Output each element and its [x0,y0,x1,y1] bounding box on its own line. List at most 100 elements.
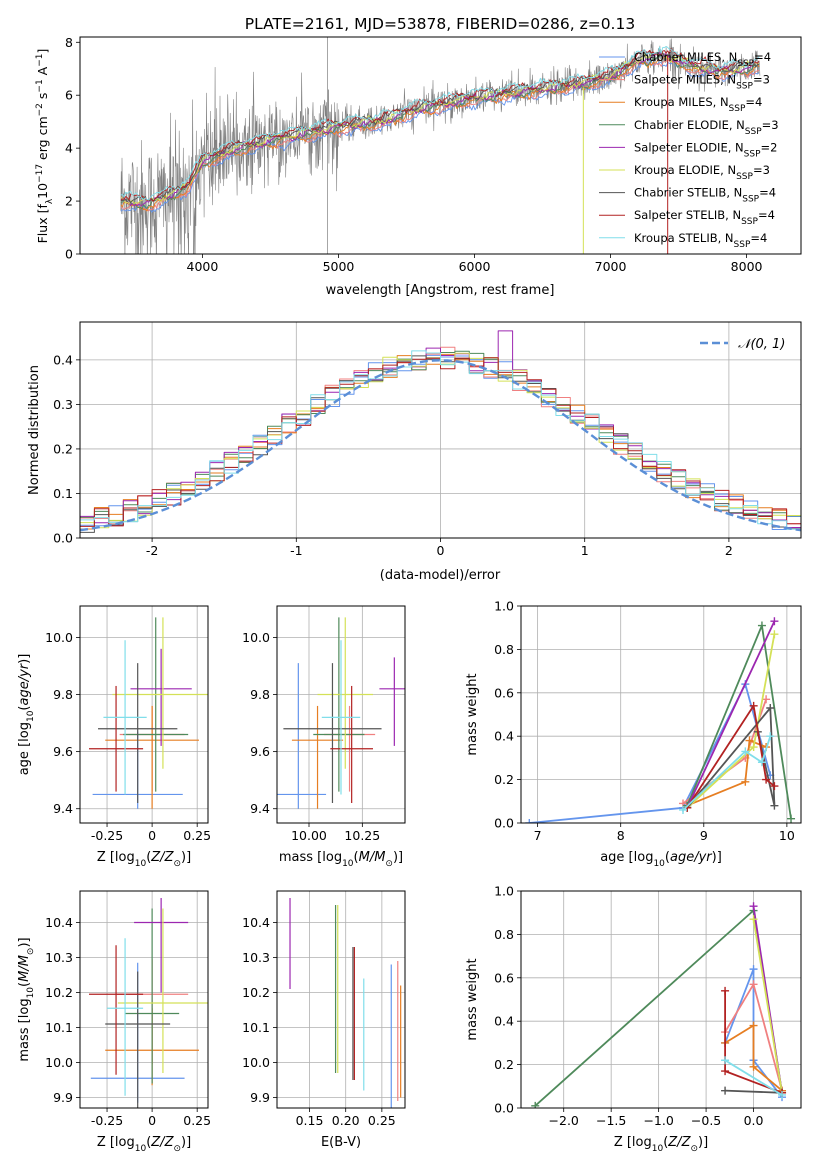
point-marker [749,1062,758,1071]
weight-line-kroupa_stelib [724,1059,783,1096]
y-tick-label: 0.4 [494,729,514,744]
point-marker [721,986,730,995]
point-marker [766,703,775,712]
y-tick-label: 10.4 [242,915,270,930]
point-marker [531,1101,540,1108]
point-marker [770,801,779,810]
y-tick-label: 0.8 [494,927,514,942]
y-tick-label: 6 [65,88,73,103]
axes-frame [520,890,802,1109]
point-marker [762,775,771,784]
y-tick-label: 0.2 [494,772,514,787]
x-tick-label: 0 [148,1113,156,1128]
y-tick-label: 0.0 [494,816,514,831]
axes-frame [520,605,802,824]
y-tick-label: 10.2 [45,985,73,1000]
legend-label: Salpeter ELODIE, NSSP=2 [634,140,777,159]
legend-label: Salpeter MILES, NSSP=3 [634,73,770,92]
y-tick-label: 1.0 [494,599,514,614]
x-tick-label: -1 [290,543,302,558]
histogram-kroupa_stelib [80,350,801,538]
panel-massweight_vs_age: 7 8 9 10 0.0 0.2 0.4 0.6 0.8 1.0 age [log10(age/yr… [465,599,802,869]
x-tick-label: 5000 [323,259,355,274]
weight-line-kroupa_stelib [682,735,772,811]
x-tick-label: 0 [437,543,445,558]
y-tick-label: 9.8 [53,687,73,702]
x-tick-label: 0.20 [332,1113,360,1128]
y-axis-label: mass weight [465,958,480,1040]
panel-massweight_vs_Z: −2.0 −1.5 −1.0 −0.5 0.0 0.0 0.2 0.4 0.6 0.8 1.0 Z [… [465,884,802,1154]
plot-area [120,37,761,254]
panel-age_vs_mass: 10.00 10.25 9.4 9.6 9.8 10.0 mass [log10(M/M⊙)… [242,605,406,869]
x-tick-label: −1.5 [596,1113,626,1128]
point-marker [770,617,779,626]
point-marker [525,819,534,823]
y-tick-label: 0.3 [53,397,73,412]
y-tick-label: 10.4 [45,915,73,930]
y-tick-label: 8 [65,35,73,50]
point-marker [749,743,758,752]
x-axis-label: mass [log10(M/M⊙)] [279,850,403,869]
point-marker [762,695,771,704]
axes-frame [276,605,406,824]
point-marker [749,1021,758,1030]
plot-area [277,891,405,1108]
x-tick-label: 0.25 [183,1113,211,1128]
point-marker [757,621,766,630]
panel-residuals: -2 -1 0 1 2 0.0 0.1 0.2 0.3 0.4 𝒩(0, 1) (data-model… [27,321,802,583]
axes-frame [276,890,406,1109]
point-marker [741,747,750,756]
point-marker [749,915,758,924]
plot-area [80,322,801,538]
point-marker [749,965,758,974]
y-tick-label: 0.4 [53,352,73,367]
normal-curve [80,359,801,532]
x-tick-label: 0.15 [296,1113,324,1128]
x-tick-label: 4000 [187,259,219,274]
x-tick-label: −1.0 [643,1113,673,1128]
y-tick-label: 10.1 [242,1020,270,1035]
point-marker [766,732,775,741]
x-tick-label: 6000 [459,259,491,274]
x-tick-label: 0 [148,828,156,843]
x-tick-label: 7000 [595,259,627,274]
weight-line-chabrier_miles [529,683,772,823]
y-tick-label: 9.4 [53,801,73,816]
y-tick-label: 9.6 [53,744,73,759]
y-tick-label: 9.9 [250,1090,270,1105]
y-tick-label: 0.1 [53,486,73,501]
legend-label: Chabrier STELIB, NSSP=4 [634,186,776,205]
x-tick-label: 10.00 [291,828,327,843]
x-axis-label: Z [log10(Z/Z⊙)] [97,850,191,869]
y-tick-label: 9.4 [250,801,270,816]
point-marker [749,701,758,710]
x-axis-label: Z [log10(Z/Z⊙)] [614,1135,708,1154]
point-marker [749,980,758,989]
legend-label: Salpeter STELIB, NSSP=4 [634,208,775,227]
model-spectrum-kroupa_stelib [120,45,760,201]
legend-label: Chabrier MILES, NSSP=4 [634,50,771,69]
y-tick-label: 0.8 [494,642,514,657]
x-tick-label: 8 [617,828,625,843]
panel-spectrum: 4000 5000 6000 7000 8000 0 2 4 6 8 Chabrier MILES,… [35,35,802,298]
weight-line-kroupa_elodie [752,919,783,1093]
y-axis-label: mass [log10(M/M⊙)] [17,937,36,1061]
y-tick-label: 9.9 [53,1090,73,1105]
axes-frame [79,890,209,1109]
x-tick-label: 0.25 [368,1113,396,1128]
plot-area [277,606,405,823]
point-marker [778,1090,787,1099]
model-spectrum-chabrier_stelib [120,50,760,203]
legend-label: Chabrier ELODIE, NSSP=3 [634,118,779,137]
point-marker [749,902,758,911]
x-axis-label: wavelength [Angstrom, rest frame] [326,283,555,298]
y-axis-label: mass weight [465,673,480,755]
point-marker [757,758,766,767]
weight-line-kroupa_miles [686,739,767,807]
point-marker [741,777,750,786]
x-tick-label: 1 [581,543,589,558]
legend-label: Kroupa MILES, NSSP=4 [634,95,762,114]
weight-line-chabrier_stelib [686,707,776,809]
y-tick-label: 0.2 [494,1057,514,1072]
figure-title: PLATE=2161, MJD=53878, FIBERID=0286, z=0… [245,15,635,33]
